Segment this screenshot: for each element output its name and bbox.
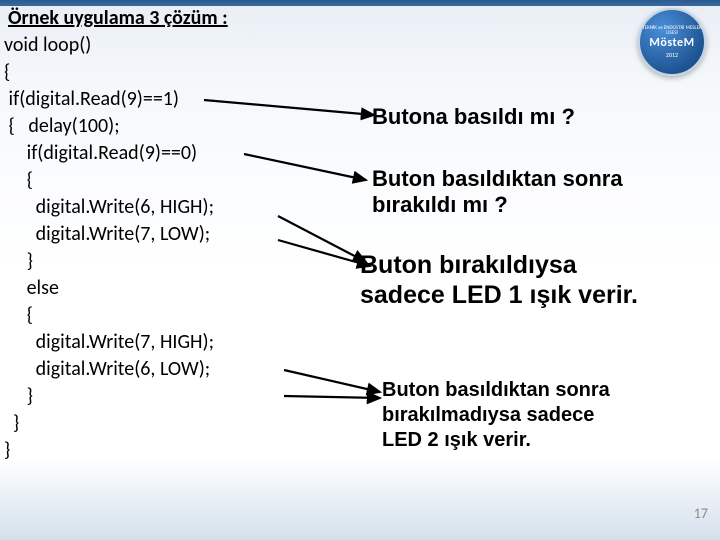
arrow-line bbox=[278, 240, 370, 266]
arrow-line bbox=[284, 370, 380, 392]
code-line: digital.Write(7, LOW); bbox=[4, 221, 214, 248]
mostem-logo: TEKNİK ve ENDÜSTRİ MESLEK LİSESİ MösteM … bbox=[638, 8, 706, 76]
annotation-button-released: Buton basıldıktan sonra bırakıldı mı ? bbox=[372, 166, 710, 219]
annotation-line: LED 2 ışık verir. bbox=[382, 428, 610, 453]
arrow-line bbox=[284, 396, 380, 398]
annotation-line: sadece LED 1 ışık verir. bbox=[360, 280, 710, 310]
annotation-line: Buton bırakıldıysa bbox=[360, 250, 710, 280]
slide-title: Örnek uygulama 3 çözüm : bbox=[8, 6, 228, 30]
code-line: { delay(100); bbox=[4, 113, 214, 140]
annotation-line: bırakıldı mı ? bbox=[372, 192, 710, 218]
code-block: void loop() { if(digital.Read(9)==1) { d… bbox=[4, 32, 214, 464]
code-line: digital.Write(7, HIGH); bbox=[4, 329, 214, 356]
code-line: { bbox=[4, 302, 214, 329]
arrow-line bbox=[244, 154, 366, 180]
code-line: } bbox=[4, 410, 214, 437]
annotation-button-pressed: Butona basıldı mı ? bbox=[372, 104, 710, 130]
annotation-led2: Buton basıldıktan sonra bırakılmadıysa s… bbox=[382, 378, 610, 453]
code-line: } bbox=[4, 248, 214, 275]
annotation-led1: Buton bırakıldıysa sadece LED 1 ışık ver… bbox=[360, 250, 710, 310]
code-line: digital.Write(6, HIGH); bbox=[4, 194, 214, 221]
code-line: if(digital.Read(9)==0) bbox=[4, 140, 214, 167]
code-line: if(digital.Read(9)==1) bbox=[4, 86, 214, 113]
arrow-line bbox=[204, 100, 374, 115]
annotation-line: Buton basıldıktan sonra bbox=[382, 378, 610, 403]
annotation-line: Buton basıldıktan sonra bbox=[372, 166, 710, 192]
logo-top-text: TEKNİK ve ENDÜSTRİ MESLEK LİSESİ bbox=[640, 26, 704, 36]
code-line: { bbox=[4, 167, 214, 194]
arrow-line bbox=[278, 216, 366, 262]
code-line: else bbox=[4, 275, 214, 302]
code-line: void loop() bbox=[4, 32, 214, 59]
annotation-line: bırakılmadıysa sadece bbox=[382, 403, 610, 428]
code-line: } bbox=[4, 437, 214, 464]
code-line: } bbox=[4, 383, 214, 410]
code-line: { bbox=[4, 59, 214, 86]
page-number: 17 bbox=[694, 505, 708, 522]
logo-main-text: MösteM bbox=[649, 36, 694, 50]
code-line: digital.Write(6, LOW); bbox=[4, 356, 214, 383]
logo-year: 2012 bbox=[666, 51, 678, 59]
